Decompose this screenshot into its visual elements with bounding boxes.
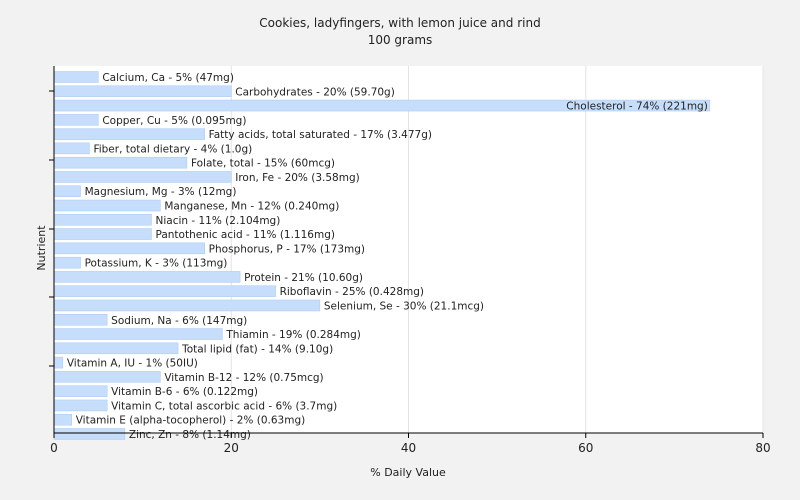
- bar: [53, 271, 241, 283]
- bar-label: Fatty acids, total saturated - 17% (3.47…: [209, 129, 432, 141]
- bar-label: Thiamin - 19% (0.284mg): [225, 329, 361, 341]
- bar-label: Selenium, Se - 30% (21.1mcg): [324, 300, 484, 312]
- bar: [53, 328, 223, 340]
- bar: [53, 114, 99, 126]
- bar-label: Magnesium, Mg - 3% (12mg): [85, 186, 237, 198]
- bar: [53, 299, 321, 312]
- bar-label: Cholesterol - 74% (221mg): [566, 101, 708, 113]
- bar: [53, 285, 276, 297]
- x-tick-label: 0: [50, 441, 58, 455]
- y-axis-label: Nutrient: [35, 225, 48, 271]
- bar-label: Folate, total - 15% (60mcg): [191, 158, 335, 170]
- bar: [53, 171, 232, 183]
- bar: [53, 428, 126, 440]
- bar: [53, 128, 205, 140]
- bar-label: Sodium, Na - 6% (147mg): [111, 315, 247, 327]
- bar: [53, 214, 152, 226]
- bar: [53, 228, 152, 240]
- bar: [53, 342, 179, 355]
- bar-label: Vitamin B-6 - 6% (0.122mg): [111, 386, 258, 398]
- bar-label: Calcium, Ca - 5% (47mg): [102, 72, 234, 84]
- bar: [53, 356, 64, 369]
- x-axis-label: % Daily Value: [370, 466, 446, 479]
- plot-area: Calcium, Ca - 5% (47mg)Carbohydrates - 2…: [49, 66, 771, 455]
- bar-label: Vitamin B-12 - 12% (0.75mcg): [164, 372, 323, 384]
- chart-subtitle: 100 grams: [367, 33, 433, 47]
- bar-label: Copper, Cu - 5% (0.095mg): [102, 115, 246, 127]
- bar: [53, 185, 81, 197]
- bar: [53, 399, 108, 412]
- bar-label: Total lipid (fat) - 14% (9.10g): [181, 343, 333, 355]
- bar: [53, 71, 99, 83]
- bar: [53, 413, 72, 426]
- bar-label: Vitamin A, IU - 1% (50IU): [67, 358, 198, 370]
- bar-label: Pantothenic acid - 11% (1.116mg): [155, 229, 334, 241]
- bar-label: Riboflavin - 25% (0.428mg): [280, 286, 424, 298]
- chart-title: Cookies, ladyfingers, with lemon juice a…: [259, 16, 541, 30]
- bar: [53, 142, 90, 155]
- bar-label: Vitamin C, total ascorbic acid - 6% (3.7…: [111, 400, 337, 412]
- bar: [53, 385, 108, 397]
- bar-label: Zinc, Zn - 8% (1.14mg): [129, 429, 251, 441]
- bar-label: Carbohydrates - 20% (59.70g): [235, 86, 395, 98]
- bar-label: Fiber, total dietary - 4% (1.0g): [93, 143, 252, 155]
- bar: [53, 242, 205, 255]
- bar-label: Vitamin E (alpha-tocopherol) - 2% (0.63m…: [76, 415, 306, 427]
- x-tick-label: 60: [578, 441, 593, 455]
- bar: [53, 256, 81, 269]
- bar-label: Niacin - 11% (2.104mg): [155, 215, 280, 227]
- bar: [53, 314, 108, 326]
- bar: [53, 156, 188, 169]
- bar-label: Iron, Fe - 20% (3.58mg): [235, 172, 359, 184]
- bar-label: Potassium, K - 3% (113mg): [85, 258, 228, 270]
- bar-label: Manganese, Mn - 12% (0.240mg): [164, 201, 339, 213]
- bar-label: Protein - 21% (10.60g): [244, 272, 363, 284]
- x-tick-label: 80: [755, 441, 770, 455]
- bar: [53, 371, 161, 383]
- bar-label: Phosphorus, P - 17% (173mg): [209, 243, 365, 255]
- bar: [53, 85, 232, 98]
- bar: [53, 199, 161, 212]
- x-tick-label: 20: [224, 441, 239, 455]
- x-tick-label: 40: [401, 441, 416, 455]
